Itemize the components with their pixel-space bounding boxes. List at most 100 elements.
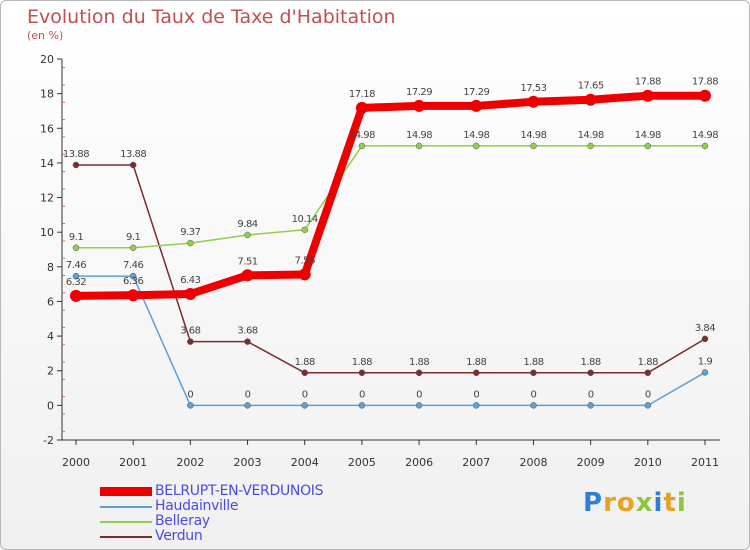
proxiti-logo: Proxiti xyxy=(583,488,687,518)
y-tick-label: 16 xyxy=(40,122,54,135)
data-point-verdun xyxy=(587,369,594,377)
data-label-verdun: 13.88 xyxy=(63,149,89,160)
data-label-verdun: 3.68 xyxy=(180,326,200,337)
data-label-verdun: 13.88 xyxy=(120,149,146,160)
data-label-verdun: 1.88 xyxy=(523,357,543,368)
logo-letter: t xyxy=(663,488,677,518)
data-point-belleray xyxy=(244,231,251,239)
data-point-belleray xyxy=(701,142,709,150)
data-label-belrupt-en-verdunois: 17.29 xyxy=(406,87,432,98)
x-tick-label: 2008 xyxy=(519,456,547,469)
data-label-belleray: 14.98 xyxy=(406,130,432,141)
data-point-haudainville xyxy=(701,369,709,376)
data-point-haudainville xyxy=(587,402,594,409)
data-point-belleray xyxy=(473,142,480,150)
data-point-verdun xyxy=(644,369,652,377)
data-label-belleray: 9.1 xyxy=(126,232,141,243)
data-label-haudainville: 0 xyxy=(302,389,308,400)
data-label-belrupt-en-verdunois: 6.43 xyxy=(180,275,200,286)
y-tick-label: 2 xyxy=(47,365,54,378)
data-label-haudainville: 0 xyxy=(473,389,479,400)
data-point-haudainville xyxy=(129,272,137,280)
data-point-belrupt-en-verdunois xyxy=(584,93,597,106)
data-label-belrupt-en-verdunois: 17.29 xyxy=(463,87,489,98)
data-label-haudainville: 0 xyxy=(245,389,251,400)
logo-letter: r xyxy=(603,488,617,518)
data-point-belleray xyxy=(301,226,308,234)
data-label-haudainville: 0 xyxy=(531,389,537,400)
x-tick-label: 2005 xyxy=(348,456,376,469)
data-point-verdun xyxy=(701,335,709,343)
data-point-belrupt-en-verdunois xyxy=(470,99,483,112)
logo-letter: x xyxy=(635,488,654,518)
data-label-haudainville: 1.9 xyxy=(698,356,713,367)
data-point-haudainville xyxy=(644,402,652,409)
data-point-verdun xyxy=(473,369,480,377)
data-label-haudainville: 0 xyxy=(359,389,365,400)
data-label-belleray: 14.98 xyxy=(578,130,604,141)
data-label-verdun: 1.88 xyxy=(295,357,315,368)
data-label-belleray: 10.14 xyxy=(292,214,318,225)
legend-label-belleray: Belleray xyxy=(155,513,210,529)
legend-label-verdun: Verdun xyxy=(155,528,203,544)
data-label-haudainville: 0 xyxy=(187,389,193,400)
y-tick-label: 18 xyxy=(40,88,54,101)
data-point-haudainville xyxy=(473,402,480,409)
x-tick-label: 2010 xyxy=(634,456,662,469)
x-tick-label: 2004 xyxy=(291,456,319,469)
data-point-verdun xyxy=(358,369,366,377)
series-line-belleray xyxy=(76,145,705,249)
y-tick-label: 12 xyxy=(40,192,54,205)
legend-swatch-belleray xyxy=(100,521,152,523)
x-tick-label: 2002 xyxy=(176,456,204,469)
x-tick-label: 2011 xyxy=(691,456,719,469)
logo-letter: P xyxy=(583,488,604,518)
data-point-belleray xyxy=(530,142,537,150)
data-label-verdun: 1.88 xyxy=(466,357,486,368)
data-point-belleray xyxy=(587,142,594,150)
data-label-belleray: 14.98 xyxy=(520,130,546,141)
data-point-haudainville xyxy=(72,272,80,280)
data-label-verdun: 3.84 xyxy=(695,323,715,334)
data-label-belrupt-en-verdunois: 17.88 xyxy=(692,77,718,88)
data-label-haudainville: 7.46 xyxy=(123,260,143,271)
data-point-belrupt-en-verdunois xyxy=(298,268,311,281)
y-tick-label: 10 xyxy=(40,226,54,239)
data-label-haudainville: 0 xyxy=(588,389,594,400)
x-tick-label: 2001 xyxy=(119,456,147,469)
logo-letter: o xyxy=(616,488,636,518)
data-label-verdun: 1.88 xyxy=(409,357,429,368)
data-point-belleray xyxy=(72,244,80,252)
data-point-belrupt-en-verdunois xyxy=(355,101,368,114)
data-label-verdun: 1.88 xyxy=(581,357,601,368)
data-point-belrupt-en-verdunois xyxy=(184,288,197,301)
data-point-haudainville xyxy=(530,402,537,409)
data-point-verdun xyxy=(72,161,80,169)
data-label-belleray: 14.98 xyxy=(692,130,718,141)
y-tick-label: -2 xyxy=(43,434,54,447)
x-tick-label: 2007 xyxy=(462,456,490,469)
data-point-belrupt-en-verdunois xyxy=(527,95,540,108)
series-line-verdun xyxy=(76,164,706,374)
data-label-belleray: 9.37 xyxy=(180,227,200,238)
data-point-verdun xyxy=(129,161,137,169)
data-label-belleray: 9.84 xyxy=(237,219,257,230)
data-label-verdun: 1.88 xyxy=(352,357,372,368)
data-point-belleray xyxy=(644,142,652,150)
data-label-haudainville: 7.46 xyxy=(66,260,86,271)
legend-swatch-haudainville xyxy=(100,506,152,508)
y-tick-label: 14 xyxy=(40,157,54,170)
data-label-haudainville: 0 xyxy=(645,389,651,400)
data-point-haudainville xyxy=(187,402,194,409)
data-point-belrupt-en-verdunois xyxy=(70,289,82,302)
data-label-verdun: 1.88 xyxy=(638,357,658,368)
series-line-haudainville xyxy=(76,275,706,407)
data-point-belleray xyxy=(415,142,423,150)
data-point-haudainville xyxy=(358,402,366,409)
x-tick-label: 2006 xyxy=(405,456,433,469)
data-label-haudainville: 0 xyxy=(416,389,422,400)
data-point-belrupt-en-verdunois xyxy=(241,269,254,282)
data-point-belleray xyxy=(129,244,137,252)
data-label-belrupt-en-verdunois: 17.88 xyxy=(635,77,661,88)
